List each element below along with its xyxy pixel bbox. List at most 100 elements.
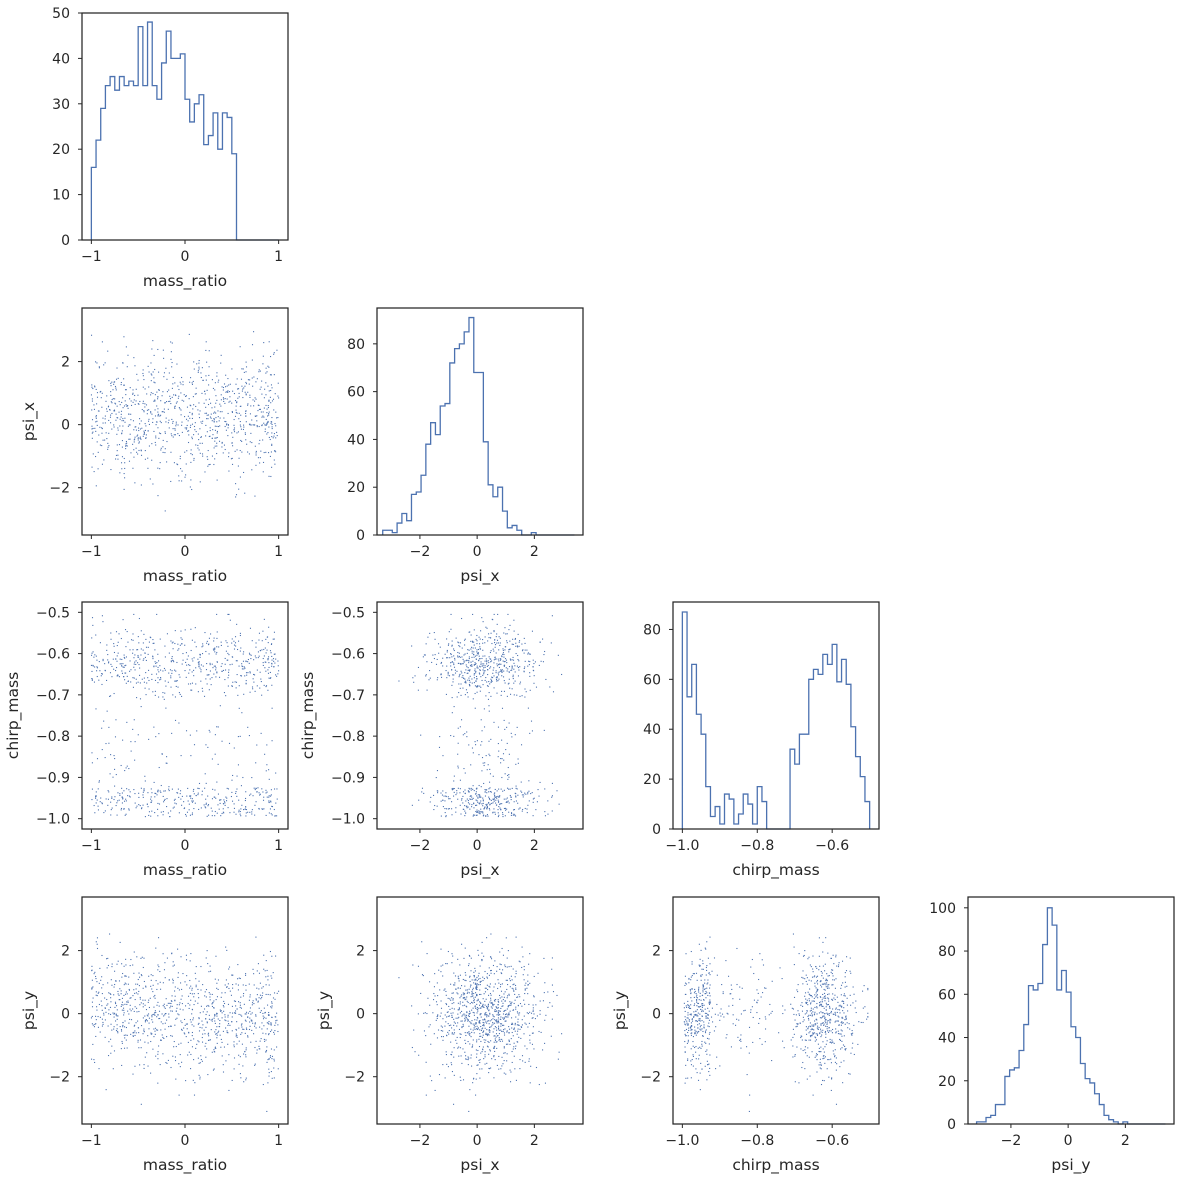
scatter-point — [447, 808, 449, 810]
scatter-point — [254, 690, 256, 692]
scatter-point — [231, 685, 233, 687]
scatter-point — [127, 795, 129, 797]
scatter-point — [100, 979, 102, 981]
hist-mass-ratio-ytick-label: 30 — [52, 97, 70, 113]
scatter-point — [176, 1004, 178, 1006]
scatter-point — [459, 673, 461, 675]
scatter-point — [114, 796, 116, 798]
scatter-point — [168, 672, 170, 674]
scatter-point — [501, 803, 503, 805]
scatter-point — [171, 672, 173, 674]
scatter-point — [451, 789, 453, 791]
scatter-point — [515, 787, 517, 789]
scatter-point — [497, 801, 500, 803]
scatter-point — [96, 1009, 98, 1011]
scatter-point — [482, 797, 484, 799]
scatter-point — [486, 977, 489, 979]
scatter-point — [513, 619, 515, 621]
scatter-point — [488, 1072, 490, 1074]
scatter-point — [179, 1066, 181, 1068]
scatter-point — [534, 1018, 536, 1020]
scatter-point — [150, 637, 152, 639]
scatter-point — [447, 1023, 449, 1025]
scatter-point — [198, 661, 200, 663]
scatter-point — [510, 1038, 512, 1040]
scatter-point — [156, 988, 158, 991]
scatter-point — [450, 665, 452, 667]
scatter-point — [249, 794, 251, 796]
scatter-point — [521, 791, 523, 793]
scatter-point — [533, 682, 535, 684]
hist-psi-y-frame — [967, 896, 1175, 1125]
scatter-point — [205, 412, 208, 414]
scatter-point — [186, 424, 188, 427]
scatter-point — [94, 812, 96, 814]
scatter-point — [106, 958, 108, 960]
scatter-point — [217, 1018, 219, 1020]
scatter-point — [453, 706, 455, 708]
scatter-point — [213, 673, 215, 675]
scatter-point — [263, 954, 265, 956]
scatter-point — [497, 672, 499, 674]
scatter-point — [458, 692, 460, 694]
scatter-point — [189, 381, 191, 383]
scatter-point — [466, 992, 468, 994]
scatter-point — [182, 652, 184, 655]
scatter-point — [517, 802, 519, 804]
scatter-point — [462, 802, 464, 804]
scatter-point — [463, 661, 465, 663]
scatter-point — [465, 669, 467, 671]
scatter-point — [251, 344, 254, 346]
scatter-point — [526, 987, 528, 989]
scatter-point — [500, 983, 502, 986]
scatter-point — [180, 637, 182, 639]
scatter-point — [170, 1000, 172, 1002]
scatter-point — [513, 694, 515, 696]
scatter-point — [222, 386, 225, 389]
scatter-point — [487, 989, 489, 991]
scatter-point — [452, 984, 455, 986]
scatter-point — [181, 988, 183, 990]
scatter-point — [142, 372, 144, 375]
scatter-point — [225, 429, 227, 431]
scatter-point — [90, 664, 93, 666]
scatter-point — [423, 1012, 425, 1014]
scatter-point — [142, 1003, 144, 1005]
scatter-point — [103, 720, 105, 722]
scatter-point — [482, 1046, 484, 1048]
scatter-point — [274, 423, 276, 425]
scatter-point — [489, 1049, 491, 1051]
scatter-point — [486, 660, 488, 662]
scatter-point — [220, 644, 222, 647]
scatter-point — [146, 803, 148, 805]
scatter-point — [411, 804, 413, 806]
scatter-point — [258, 988, 260, 990]
scatter-point — [95, 978, 97, 980]
scatter-point — [95, 994, 97, 996]
scatter-point — [486, 685, 489, 687]
scatter-point — [207, 1074, 209, 1076]
scatter-point — [496, 1047, 498, 1049]
scatter-point — [190, 797, 192, 799]
scatter-point — [495, 1027, 497, 1029]
scatter-point — [472, 698, 474, 700]
scatter-point — [208, 643, 210, 645]
scatter-point — [229, 664, 231, 666]
scatter-point — [193, 675, 195, 677]
scatter-point — [198, 1062, 200, 1064]
scatter-point — [194, 422, 196, 424]
scatter-point — [149, 997, 151, 999]
scatter-point — [528, 664, 530, 666]
scatter-point — [489, 683, 491, 685]
scatter-point — [111, 676, 113, 678]
scatter-point — [265, 976, 267, 978]
scatter-point — [123, 378, 125, 380]
scatter-point — [539, 641, 541, 643]
scatter-point — [229, 396, 231, 398]
scatter-psi-y-vs-mass-ratio-ytick-label: 2 — [61, 944, 70, 960]
scatter-point — [262, 799, 265, 801]
scatter-point — [123, 1034, 125, 1036]
scatter-point — [139, 667, 141, 669]
scatter-point — [116, 405, 118, 407]
scatter-point — [247, 1036, 249, 1038]
